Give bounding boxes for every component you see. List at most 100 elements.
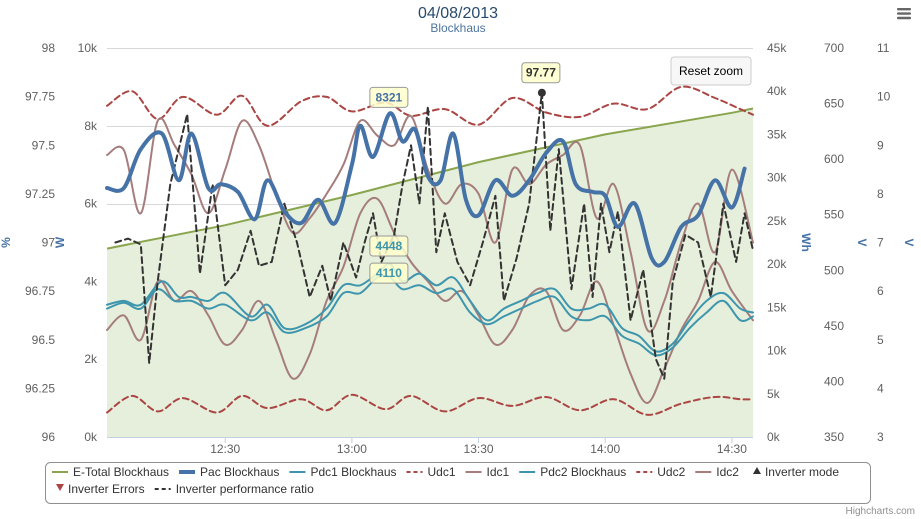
y-tick-label-vdc: 350 xyxy=(824,430,844,444)
legend-item-udc2[interactable]: Udc2 xyxy=(636,465,686,479)
y-tick-label-wh: 40k xyxy=(767,84,787,98)
y-tick-label-a: 9 xyxy=(877,138,884,152)
credits-link[interactable]: Highcharts.com xyxy=(846,506,915,517)
y-tick-label-pct: 98 xyxy=(42,41,56,55)
y-tick-label-wh: 5k xyxy=(767,387,781,401)
y-tick-label-vdc: 450 xyxy=(824,319,844,333)
series-line-e-total-blockhaus xyxy=(106,107,754,250)
y-axis-title-wh: Wh xyxy=(799,233,813,252)
data-label-box xyxy=(369,235,409,257)
hamburger-menu-icon xyxy=(897,8,911,20)
y-tick-label-pct: 96 xyxy=(42,430,56,444)
legend-label: Idc1 xyxy=(487,465,510,479)
series-layer xyxy=(105,85,754,437)
y-tick-label-w: 6k xyxy=(84,197,98,211)
series-line-pdc2-blockhaus xyxy=(106,274,754,357)
y-tick-label-wh: 0k xyxy=(767,430,781,444)
chart-subtitle: Blockhaus xyxy=(430,21,485,35)
legend-label: Pac Blockhaus xyxy=(200,465,279,479)
y-tick-label-w: 2k xyxy=(84,352,98,366)
legend-box xyxy=(45,462,871,504)
y-tick-label-wh: 25k xyxy=(767,214,787,228)
y-tick-label-wh: 45k xyxy=(767,41,787,55)
legend: E-Total Blockhaus Pac Blockhaus Pdc1 Block… xyxy=(52,465,839,496)
y-tick-label-w: 0k xyxy=(84,430,98,444)
y-axis-title-a: V xyxy=(902,238,916,246)
legend-label: Idc2 xyxy=(716,465,739,479)
y-axis-title-w: W xyxy=(53,236,67,248)
reset-zoom-button[interactable]: Reset zoom xyxy=(670,56,752,86)
axes: 9696.2596.596.759797.2597.597.7598%0k2k4… xyxy=(0,41,916,456)
y-tick-label-a: 8 xyxy=(877,187,884,201)
x-tick-label: 12:30 xyxy=(210,442,240,456)
data-label: 4110 xyxy=(376,266,402,280)
y-tick-label-a: 10 xyxy=(877,90,891,104)
y-tick-label-a: 11 xyxy=(877,41,890,55)
data-label: 8321 xyxy=(376,90,403,104)
chart-title: 04/08/2013 xyxy=(418,5,498,22)
legend-label: Inverter mode xyxy=(765,465,839,479)
legend-label: Pdc2 Blockhaus xyxy=(540,465,626,479)
series-line-idc2 xyxy=(106,196,754,404)
y-tick-label-vdc: 700 xyxy=(824,41,844,55)
legend-label: Pdc1 Blockhaus xyxy=(310,465,396,479)
legend-label: Inverter performance ratio xyxy=(176,482,314,496)
data-label: 97.77 xyxy=(526,66,556,80)
legend-item-e-total-blockhaus[interactable]: E-Total Blockhaus xyxy=(52,465,169,479)
y-tick-label-a: 3 xyxy=(877,430,884,444)
data-label-box xyxy=(369,262,409,284)
y-tick-label-a: 6 xyxy=(877,284,884,298)
y-tick-label-wh: 20k xyxy=(767,257,787,271)
series-line-inverter-performance-ratio xyxy=(114,91,754,380)
legend-item-inverter-errors[interactable]: Inverter Errors xyxy=(56,482,145,496)
reset-zoom-label: Reset zoom xyxy=(679,64,743,78)
x-tick-label: 13:30 xyxy=(464,442,494,456)
data-labels: 8321 4448 4110 97.77 xyxy=(369,62,561,284)
y-tick-label-wh: 15k xyxy=(767,300,787,314)
y-tick-label-w: 4k xyxy=(84,274,98,288)
y-tick-label-pct: 96.5 xyxy=(32,333,56,347)
y-tick-label-vdc: 500 xyxy=(824,263,844,277)
series-line-udc1 xyxy=(106,85,754,127)
y-tick-label-a: 5 xyxy=(877,333,884,347)
y-tick-label-vdc: 400 xyxy=(824,374,844,388)
legend-symbol-triangle-down xyxy=(56,484,64,491)
x-tick-label: 14:00 xyxy=(590,442,620,456)
y-tick-label-pct: 97.25 xyxy=(25,187,55,201)
legend-item-udc1[interactable]: Udc1 xyxy=(406,465,456,479)
y-axis-title-pct: % xyxy=(0,237,13,248)
y-tick-label-vdc: 650 xyxy=(824,97,844,111)
x-tick-label: 14:30 xyxy=(717,442,747,456)
menu-button[interactable] xyxy=(893,4,915,22)
legend-item-idc2[interactable]: Idc2 xyxy=(695,465,739,479)
y-tick-label-a: 4 xyxy=(877,381,884,395)
legend-item-pdc1-blockhaus[interactable]: Pdc1 Blockhaus xyxy=(289,465,397,479)
series-line-udc2 xyxy=(106,393,754,416)
data-label: 4448 xyxy=(376,239,403,253)
legend-item-inverter-mode[interactable]: Inverter mode xyxy=(752,465,839,479)
data-label-box xyxy=(521,62,561,84)
y-tick-label-w: 8k xyxy=(84,119,98,133)
series-line-pac-blockhaus xyxy=(105,111,747,268)
y-tick-label-pct: 96.75 xyxy=(25,284,55,298)
y-axis-title-vdc: V xyxy=(855,238,869,246)
y-tick-label-vdc: 550 xyxy=(824,208,844,222)
x-tick-label: 13:00 xyxy=(337,442,367,456)
y-tick-label-vdc: 600 xyxy=(824,152,844,166)
legend-item-pdc2-blockhaus[interactable]: Pdc2 Blockhaus xyxy=(519,465,626,479)
legend-label: Udc1 xyxy=(428,465,456,479)
y-tick-label-w: 10k xyxy=(78,41,98,55)
y-tick-label-wh: 30k xyxy=(767,171,787,185)
data-label-box xyxy=(369,86,409,108)
legend-item-pac-blockhaus[interactable]: Pac Blockhaus xyxy=(179,465,279,479)
y-tick-label-wh: 10k xyxy=(767,344,787,358)
legend-item-inverter-performance-ratio[interactable]: Inverter performance ratio xyxy=(154,482,314,496)
data-point-marker xyxy=(537,88,546,97)
legend-label: Udc2 xyxy=(657,465,685,479)
legend-item-idc1[interactable]: Idc1 xyxy=(465,465,510,479)
y-tick-label-pct: 97.5 xyxy=(32,138,56,152)
y-tick-label-pct: 97.75 xyxy=(25,90,55,104)
legend-symbol-triangle-up xyxy=(752,467,761,474)
y-tick-label-pct: 97 xyxy=(42,236,56,250)
